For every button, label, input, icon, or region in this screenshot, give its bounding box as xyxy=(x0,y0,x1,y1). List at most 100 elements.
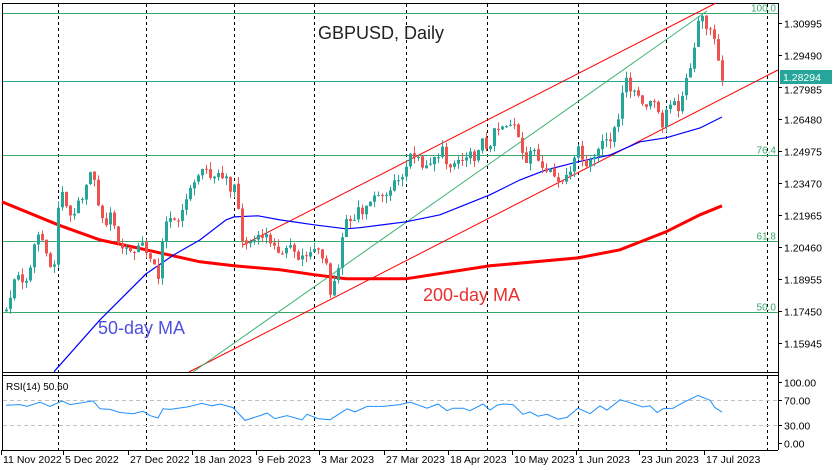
candle-body xyxy=(705,15,708,29)
candle-bullish xyxy=(185,193,188,216)
candle-bullish xyxy=(633,89,636,97)
candle-bearish xyxy=(661,109,664,134)
candle-body xyxy=(5,309,8,312)
candle-body xyxy=(257,234,260,240)
candle-bullish xyxy=(197,173,200,185)
candle-bullish xyxy=(665,107,668,133)
candle-bearish xyxy=(177,218,180,228)
candle-bearish xyxy=(237,177,240,210)
price-tick-label: 1.20460 xyxy=(784,243,822,255)
candle-body xyxy=(601,140,604,150)
candle-body xyxy=(313,249,316,252)
candle-bullish xyxy=(433,156,436,172)
candle-body xyxy=(113,212,116,226)
candle-bearish xyxy=(705,14,708,36)
candle-bullish xyxy=(161,238,164,285)
date-tick-label: 23 Jun 2023 xyxy=(641,454,699,466)
candle-bearish xyxy=(449,163,452,173)
price-tick-label: 1.23470 xyxy=(784,179,822,191)
candle-bullish xyxy=(309,246,312,260)
candle-bearish xyxy=(133,250,136,261)
candle-bearish xyxy=(269,232,272,247)
candle-body xyxy=(265,234,268,238)
candle-body xyxy=(529,150,532,164)
candle-bearish xyxy=(113,210,116,230)
date-tick-label: 10 May 2023 xyxy=(514,454,575,466)
date-tick-label: 5 Dec 2022 xyxy=(65,454,119,466)
candle-body xyxy=(45,239,48,254)
channel-upper-line[interactable] xyxy=(242,2,717,246)
candle-body xyxy=(105,218,108,226)
trend-channel[interactable] xyxy=(188,2,779,373)
candle-body xyxy=(213,176,216,179)
date-tick-label: 17 Jul 2023 xyxy=(706,454,760,466)
candle-body xyxy=(585,159,588,167)
candle-bearish xyxy=(581,140,584,167)
candle-body xyxy=(633,90,636,92)
candle-body xyxy=(201,168,204,176)
candle-bearish xyxy=(713,24,716,45)
candle-bullish xyxy=(429,157,432,166)
candle-body xyxy=(641,95,644,104)
candle-bearish xyxy=(325,255,328,266)
candle-body xyxy=(497,128,500,130)
candle-bullish xyxy=(313,242,316,253)
candle-bullish xyxy=(345,214,348,238)
candle-body xyxy=(649,101,652,107)
candle-body xyxy=(229,176,232,192)
candle-bearish xyxy=(149,251,152,263)
candle-bullish xyxy=(265,227,268,244)
candle-body xyxy=(433,157,436,165)
fib-labels: 100.0 76.4 61.8 50.0 xyxy=(751,4,776,314)
candle-body xyxy=(545,168,548,172)
price-tick-label: 1.30995 xyxy=(784,19,822,31)
candle-body xyxy=(697,20,700,47)
candle-bullish xyxy=(109,207,112,232)
candle-body xyxy=(353,219,356,221)
candle-body xyxy=(13,279,16,299)
candle-body xyxy=(549,168,552,173)
candle-bullish xyxy=(549,167,552,173)
candle-body xyxy=(73,213,76,216)
candle-bearish xyxy=(445,142,448,170)
candle-bearish xyxy=(329,262,332,299)
candle-bullish xyxy=(669,100,672,114)
candle-body xyxy=(321,249,324,259)
price-tick-label: 1.24975 xyxy=(784,147,822,159)
candle-body xyxy=(173,218,176,220)
candle-body xyxy=(677,101,680,112)
candle-bullish xyxy=(217,169,220,181)
candle-bullish xyxy=(29,265,32,283)
candle-body xyxy=(405,166,408,177)
candle-body xyxy=(333,280,336,296)
candle-bullish xyxy=(201,168,204,180)
candle-body xyxy=(297,251,300,260)
candle-body xyxy=(373,195,376,202)
channel-lower-line[interactable] xyxy=(188,69,779,373)
candle-bullish xyxy=(593,153,596,167)
price-tick-label: 1.18955 xyxy=(784,275,822,287)
candle-body xyxy=(325,258,328,264)
current-price-badge: 1.28294 xyxy=(780,70,832,84)
candle-body xyxy=(345,219,348,237)
candle-body xyxy=(409,153,412,167)
candle-body xyxy=(449,164,452,168)
candle-bullish xyxy=(249,239,252,248)
candle-bullish xyxy=(397,174,400,186)
candle-bullish xyxy=(353,214,356,221)
candle-bullish xyxy=(73,208,76,220)
candle-bullish xyxy=(621,85,624,126)
candle-body xyxy=(397,180,400,182)
candle-body xyxy=(193,182,196,189)
rsi-line[interactable] xyxy=(5,394,723,421)
candle-body xyxy=(605,139,608,141)
rsi-panel xyxy=(3,394,778,426)
candle-body xyxy=(577,146,580,158)
ma50-line[interactable] xyxy=(53,116,723,373)
candle-body xyxy=(93,171,96,180)
fibonacci-trend-line[interactable] xyxy=(192,10,708,373)
candle-body xyxy=(161,241,164,279)
candle-body xyxy=(121,243,124,249)
candle-body xyxy=(537,149,540,161)
